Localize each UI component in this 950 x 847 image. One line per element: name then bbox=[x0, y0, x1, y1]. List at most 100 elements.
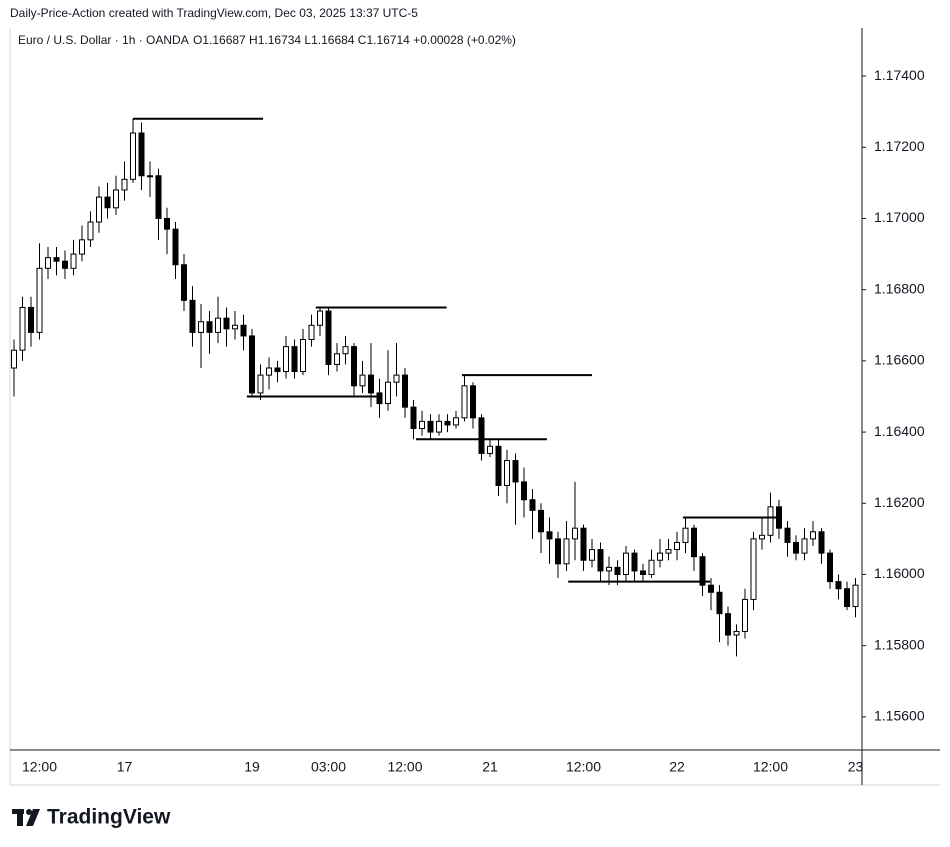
candle-body bbox=[648, 559, 655, 575]
x-tick-label: 12:00 bbox=[22, 759, 57, 775]
candle-body bbox=[121, 178, 128, 191]
candle-body bbox=[427, 420, 434, 433]
candle-body bbox=[631, 552, 638, 572]
y-tick-label: 1.16000 bbox=[874, 565, 925, 581]
y-tick-label: 1.15600 bbox=[874, 708, 925, 724]
candle-body bbox=[810, 531, 816, 540]
y-tick-label: 1.17200 bbox=[874, 138, 925, 154]
y-tick-label: 1.16600 bbox=[874, 352, 925, 368]
candle-body bbox=[419, 420, 425, 430]
candle-body bbox=[79, 239, 85, 255]
candle-body bbox=[470, 385, 476, 419]
candle-body bbox=[759, 534, 765, 540]
candle-body bbox=[818, 531, 825, 554]
candle-body bbox=[308, 324, 315, 341]
candle-body bbox=[716, 591, 723, 615]
candle-body bbox=[512, 460, 519, 483]
candle-body bbox=[563, 538, 570, 565]
header: Daily-Price-Action created with TradingV… bbox=[10, 6, 418, 20]
candle-body bbox=[444, 420, 451, 426]
candle-body bbox=[589, 549, 595, 561]
candle-body bbox=[597, 549, 604, 572]
candle-body bbox=[70, 253, 77, 269]
candle-body bbox=[844, 588, 850, 608]
x-tick-label: 12:00 bbox=[566, 759, 601, 775]
x-tick-label: 17 bbox=[117, 759, 133, 775]
candle-body bbox=[750, 538, 757, 600]
candle-body bbox=[317, 310, 323, 326]
candle-body bbox=[147, 175, 153, 178]
candle-body bbox=[11, 349, 17, 369]
candle-body bbox=[742, 598, 748, 632]
candle-body bbox=[478, 417, 485, 454]
candle-body bbox=[699, 556, 706, 586]
candle-body bbox=[342, 346, 349, 355]
candle-body bbox=[130, 132, 136, 180]
candle-body bbox=[223, 317, 230, 330]
candle-body bbox=[232, 324, 238, 330]
candle-body bbox=[436, 420, 442, 433]
candle-body bbox=[538, 509, 544, 533]
y-tick-label: 1.16800 bbox=[874, 280, 925, 296]
candle-body bbox=[138, 132, 145, 177]
candle-body bbox=[283, 346, 289, 373]
candle-body bbox=[36, 267, 43, 333]
candle-body bbox=[665, 549, 672, 554]
candle-body bbox=[835, 581, 842, 590]
candle-body bbox=[495, 445, 502, 486]
candle-body bbox=[402, 374, 408, 408]
candle-body bbox=[546, 531, 553, 540]
candle-body bbox=[164, 217, 170, 230]
candle-body bbox=[28, 306, 34, 333]
y-tick-label: 1.16200 bbox=[874, 494, 925, 510]
logo-shape bbox=[26, 809, 40, 826]
y-tick-label: 1.16400 bbox=[874, 423, 925, 439]
x-tick-label: 22 bbox=[669, 759, 685, 775]
candle-body bbox=[249, 335, 255, 394]
candle-body bbox=[623, 552, 629, 575]
logo-shape bbox=[17, 809, 23, 826]
candle-body bbox=[453, 417, 459, 426]
candle-body bbox=[53, 257, 60, 262]
candle-body bbox=[674, 541, 680, 551]
candle-body bbox=[19, 306, 26, 351]
candle-body bbox=[801, 538, 808, 554]
y-tick-label: 1.17400 bbox=[874, 67, 925, 83]
candle-body bbox=[682, 527, 689, 543]
candle-body bbox=[572, 527, 578, 540]
candle-body bbox=[708, 584, 714, 593]
candle-body bbox=[172, 228, 179, 266]
candle-body bbox=[393, 374, 400, 383]
candle-body bbox=[351, 346, 357, 387]
candle-body bbox=[733, 630, 740, 636]
candle-body bbox=[725, 613, 731, 636]
logo-shape bbox=[26, 809, 32, 815]
candle-body bbox=[657, 552, 663, 561]
plot-area bbox=[11, 117, 859, 657]
y-tick-label: 1.15800 bbox=[874, 636, 925, 652]
candle-body bbox=[784, 527, 791, 543]
candle-body bbox=[96, 196, 102, 223]
candle-body bbox=[181, 264, 187, 301]
candle-body bbox=[325, 310, 332, 365]
candle-body bbox=[257, 374, 264, 394]
x-tick-label: 12:00 bbox=[753, 759, 788, 775]
brand: TradingView bbox=[47, 806, 171, 829]
candle-body bbox=[62, 260, 68, 269]
candle-body bbox=[555, 538, 561, 565]
candle-body bbox=[504, 460, 510, 486]
candle-body bbox=[104, 196, 111, 209]
candle-body bbox=[793, 541, 799, 554]
candle-body bbox=[155, 175, 162, 219]
candle-body bbox=[240, 324, 247, 337]
candle-body bbox=[87, 221, 94, 241]
candle-body bbox=[827, 552, 833, 583]
y-tick-label: 1.17000 bbox=[874, 209, 925, 225]
candle-body bbox=[274, 367, 281, 373]
candle-body bbox=[529, 499, 536, 511]
candle-body bbox=[376, 392, 383, 405]
candle-body bbox=[359, 374, 366, 387]
candle-body bbox=[215, 317, 221, 333]
